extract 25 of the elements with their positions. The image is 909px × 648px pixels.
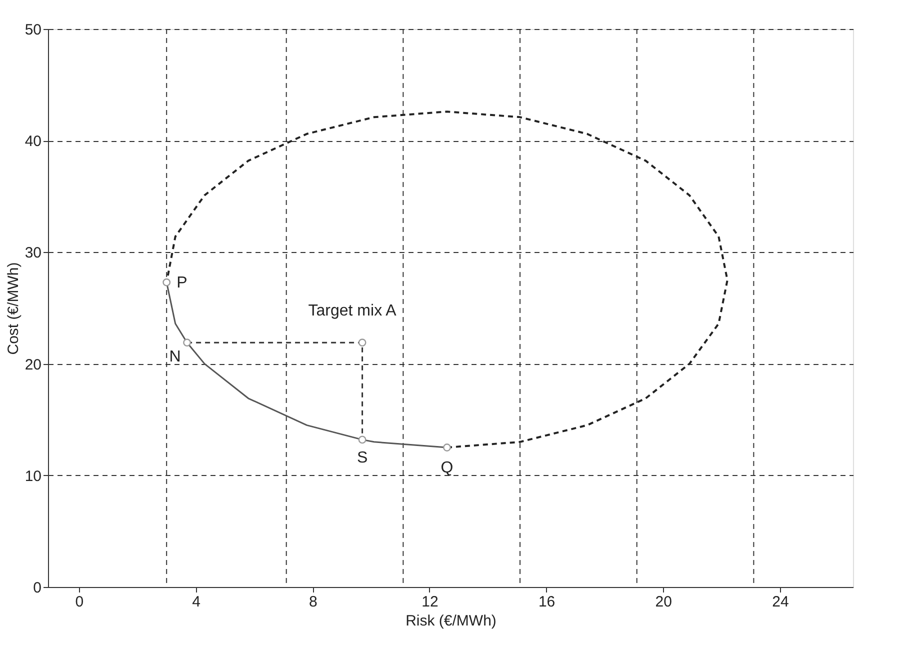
annotation: Q [440,460,454,476]
y-tick-label: 40 [24,133,42,150]
x-tick-label: 20 [655,594,672,610]
x-tick-label: 0 [75,594,84,610]
point [183,338,191,347]
x-tick-label: 12 [422,594,438,610]
x-tick-label: 16 [538,594,556,610]
x-tick-label: 24 [772,594,789,610]
point [162,278,171,286]
annotation: N [169,348,181,366]
y-tick-label: 10 [24,468,42,485]
point [358,338,366,347]
annotation: Target mix A [308,302,397,320]
annotation: S [356,450,368,467]
point [443,444,451,452]
x-tick-label: 4 [192,594,200,610]
y-tick-label: 50 [24,22,42,38]
point [358,436,366,444]
x-tick-label: 8 [308,594,318,610]
y-tick-label: 20 [24,356,42,374]
y-axis-title: Cost (€/MWh) [4,262,22,355]
x-axis-title: Risk (€/MWh) [406,612,496,630]
y-tick-label: 0 [33,580,42,596]
y-tick-label: 30 [24,244,42,262]
annotation: P [176,274,188,292]
